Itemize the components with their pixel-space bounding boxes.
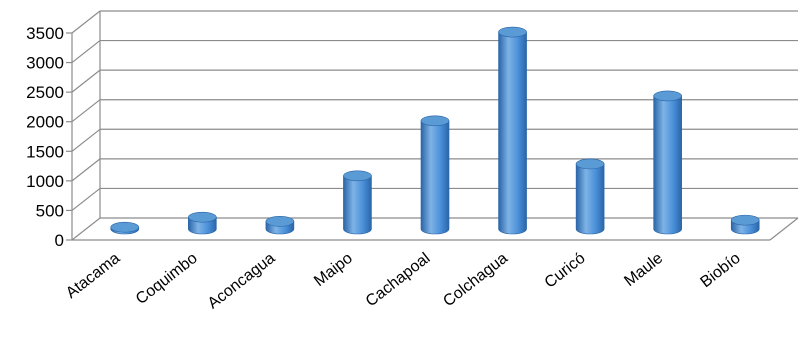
x-tick-label: Colchagua (440, 250, 511, 311)
x-tick-label: Coquimbo (133, 250, 201, 308)
gridline-depth (71, 158, 101, 182)
bar-top (110, 221, 140, 233)
gridline-depth (71, 99, 101, 123)
x-tick-label: Biobío (697, 250, 743, 291)
bar (265, 216, 295, 235)
bar-top (730, 214, 760, 226)
bar (343, 170, 372, 235)
gridline-depth (71, 10, 101, 34)
x-tick-label: Maule (621, 250, 666, 290)
y-tick-label: 3000 (26, 54, 64, 73)
y-tick-label: 1000 (26, 172, 64, 191)
gridline-depth (71, 40, 101, 64)
bar-body (343, 175, 372, 235)
y-tick-label: 3500 (26, 24, 64, 43)
x-tick-label: Atacama (63, 250, 123, 302)
x-tick-label: Aconcagua (205, 250, 279, 313)
y-tick-label: 1500 (26, 142, 64, 161)
gridline-depth (71, 187, 101, 211)
bar (110, 221, 140, 235)
bar-body (653, 95, 682, 235)
bar (730, 214, 760, 235)
bar-top (420, 115, 450, 127)
gridline-depth (71, 217, 101, 241)
bar (575, 158, 605, 235)
bar (188, 211, 217, 235)
bar-top (188, 211, 217, 223)
y-tick-label: 500 (36, 201, 64, 220)
gridline-depth (71, 128, 101, 152)
bar-top (653, 90, 682, 102)
y-tick-label: 0 (55, 231, 64, 250)
bar-top (498, 26, 527, 38)
bar-top (343, 170, 372, 182)
bar-body (498, 31, 527, 235)
bar (653, 90, 682, 235)
bar-body (575, 163, 605, 235)
axis-layer (66, 32, 73, 241)
bar-top (575, 158, 605, 170)
bar (498, 26, 527, 235)
x-tick-label: Curicó (542, 250, 589, 292)
x-tick-label: Maipo (311, 250, 356, 290)
bar-layer (110, 26, 760, 235)
x-tick-label: Cachapoal (363, 250, 434, 310)
y-tick-label: 2000 (26, 113, 64, 132)
bar (420, 115, 450, 235)
y-tick-label: 2500 (26, 83, 64, 102)
bar-body (420, 120, 450, 235)
label-layer: 0 500 1000 1500 2000 2500 3000 3500 Atacama Coqui… (26, 24, 744, 312)
bar-top (265, 216, 295, 227)
gridline-depth (71, 69, 101, 93)
floor-right-edge (769, 217, 799, 241)
